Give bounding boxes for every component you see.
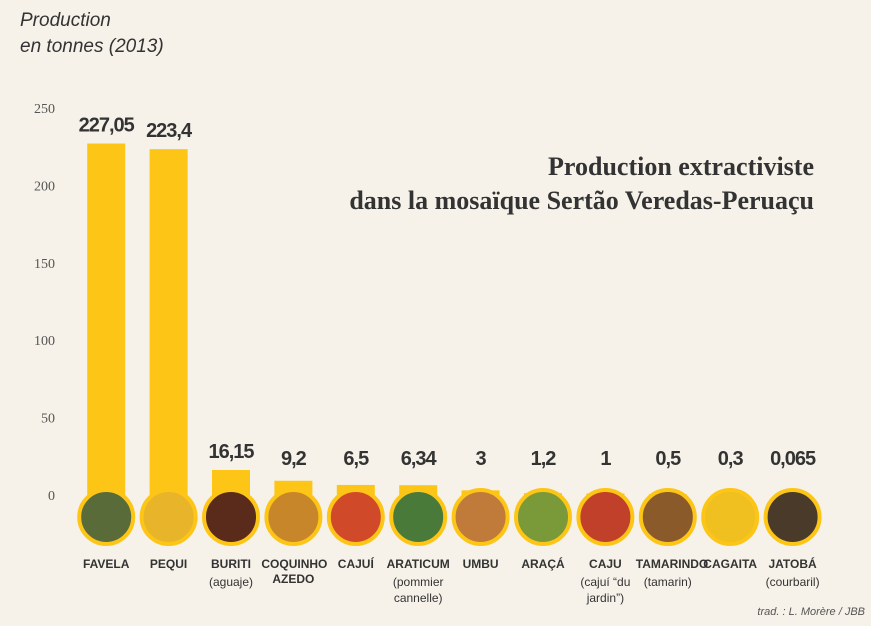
value-label: 0,5 bbox=[655, 448, 681, 470]
y-tick-label: 150 bbox=[34, 257, 55, 272]
fruit-icon bbox=[451, 488, 510, 546]
x-tick-label: PEQUI bbox=[149, 557, 188, 571]
fruit-icon bbox=[326, 488, 385, 546]
category-note: (aguaje) bbox=[208, 575, 254, 589]
x-tick-label: UMBU bbox=[462, 557, 499, 571]
x-tick-label: TAMARINDO bbox=[635, 557, 709, 571]
fruit-icon bbox=[701, 488, 760, 546]
x-tick-label: BURITI bbox=[211, 557, 251, 571]
fruit-icon bbox=[389, 488, 448, 546]
value-label: 6,5 bbox=[343, 448, 369, 470]
credit: trad. : L. Morère / JBB bbox=[757, 606, 865, 618]
fruit-icon bbox=[264, 488, 323, 546]
value-label: 1,2 bbox=[531, 448, 557, 470]
y-tick-label: 50 bbox=[41, 412, 55, 427]
x-tick-label: JATOBÁ bbox=[768, 557, 817, 571]
category-note: (cajuí “du jardin”) bbox=[580, 575, 631, 605]
chart-title: dans la mosaïque Sertão Veredas-Peruaçu bbox=[349, 186, 814, 215]
value-label: 1 bbox=[600, 448, 611, 470]
fruit-icon bbox=[514, 488, 572, 546]
category-note: (tamarin) bbox=[643, 575, 692, 589]
y-axis-label: Production en tonnes (2013) bbox=[20, 8, 164, 60]
y-tick-label: 100 bbox=[34, 334, 55, 349]
value-label: 6,34 bbox=[401, 448, 438, 470]
y-tick-label: 200 bbox=[34, 179, 55, 194]
fruit-icon bbox=[202, 488, 260, 546]
x-tick-label: CAJU bbox=[589, 557, 622, 571]
chart-title: Production extractiviste bbox=[548, 152, 814, 181]
y-axis-label-line: Production bbox=[20, 10, 111, 31]
value-label: 3 bbox=[476, 448, 487, 470]
value-label: 0,065 bbox=[770, 448, 816, 470]
x-tick-label: ARAÇÁ bbox=[521, 557, 565, 571]
y-axis-label-line: en tonnes (2013) bbox=[20, 36, 164, 57]
value-label: 0,3 bbox=[718, 448, 744, 470]
x-tick-label: FAVELA bbox=[82, 557, 130, 571]
x-tick-label: CAJUÍ bbox=[337, 557, 374, 571]
value-label: 16,15 bbox=[208, 441, 254, 463]
value-label: 223,4 bbox=[146, 120, 193, 142]
fruit-icon bbox=[576, 488, 635, 546]
fruit-icon bbox=[139, 488, 198, 546]
fruit-icon bbox=[763, 488, 822, 546]
category-note: (courbaril) bbox=[765, 575, 820, 589]
category-note: (pommier cannelle) bbox=[392, 575, 444, 605]
x-tick-label: COQUINHO AZEDO bbox=[261, 557, 328, 586]
x-tick-label: ARATICUM bbox=[386, 557, 450, 571]
y-tick-label: 0 bbox=[48, 489, 55, 504]
y-tick-label: 250 bbox=[34, 102, 55, 117]
value-label: 227,05 bbox=[79, 115, 135, 137]
fruit-icon bbox=[77, 488, 136, 546]
fruit-icon bbox=[638, 488, 697, 546]
x-tick-label: CAGAITA bbox=[703, 557, 758, 571]
value-label: 9,2 bbox=[281, 448, 307, 470]
bar bbox=[87, 143, 126, 495]
bar bbox=[149, 149, 188, 495]
